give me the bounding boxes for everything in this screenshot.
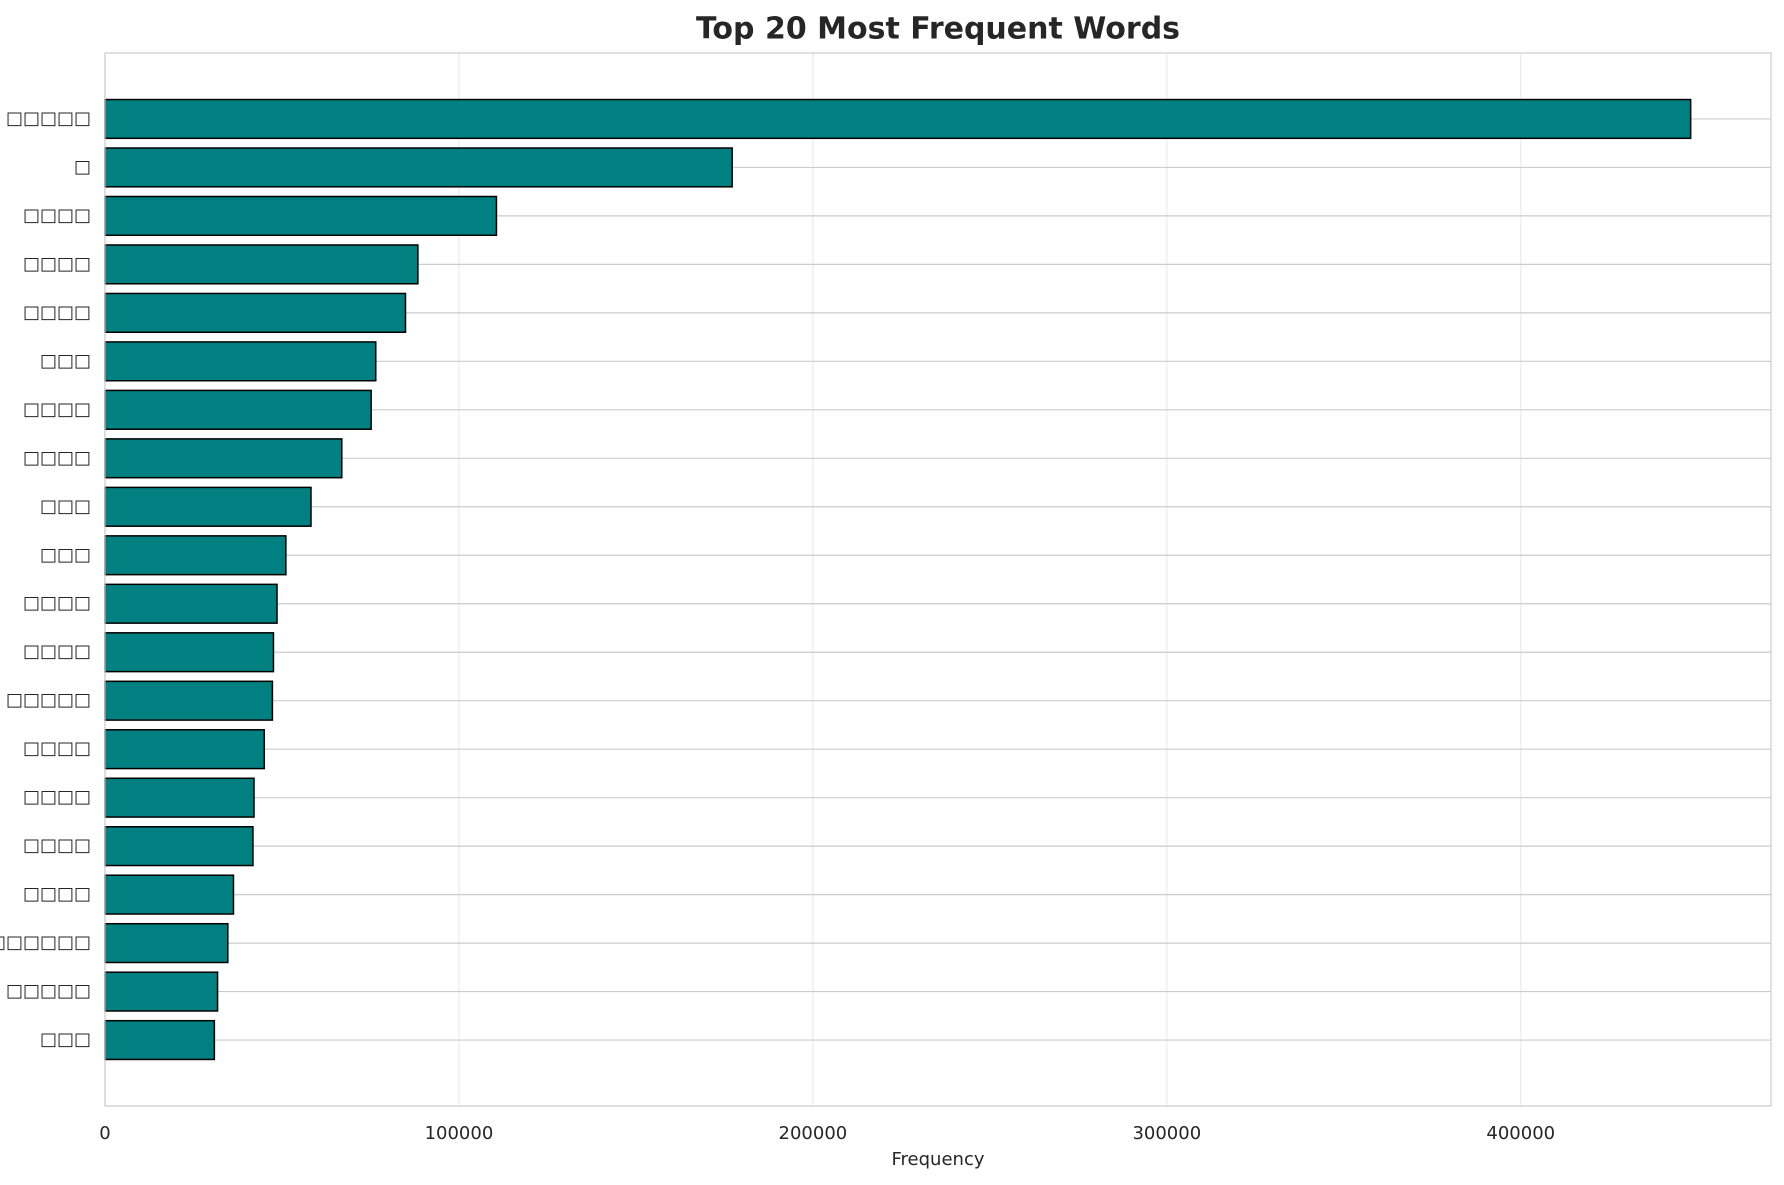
bar <box>104 680 274 721</box>
x-tick-label: 300000 <box>1132 1123 1201 1144</box>
plot-frame <box>104 52 1772 1107</box>
bar <box>104 583 278 624</box>
bar <box>104 98 1692 140</box>
bar <box>104 341 377 382</box>
x-axis-label: Frequency <box>892 1149 985 1170</box>
bar <box>104 535 287 576</box>
y-tick-label: □□□□□□ <box>0 932 91 953</box>
bar <box>104 244 419 285</box>
x-tick-label: 0 <box>99 1123 110 1144</box>
y-tick-label: □□□□ <box>23 787 91 808</box>
y-tick-label: □□□ <box>40 1029 91 1050</box>
y-tick-label: □□□□ <box>23 884 91 905</box>
bar <box>104 826 254 867</box>
y-tick-label: □□□□□ <box>6 690 91 711</box>
y-tick-label: □□□□ <box>23 302 91 323</box>
y-tick-label: □□□ <box>40 544 91 565</box>
bar <box>104 486 312 527</box>
y-tick-label: □□□□ <box>23 253 91 274</box>
y-tick-label: □□□□ <box>23 641 91 662</box>
y-tick-label: □□□ <box>40 350 91 371</box>
bar <box>104 438 343 479</box>
y-tick-label: □□□□□ <box>6 108 91 129</box>
y-tick-label: □ <box>74 156 91 177</box>
y-tick-label: □□□□□ <box>6 981 91 1002</box>
chart-title: Top 20 Most Frequent Words <box>696 12 1180 47</box>
y-tick-label: □□□□ <box>23 399 91 420</box>
bar <box>104 292 407 333</box>
bar <box>104 874 235 915</box>
bar <box>104 1019 216 1061</box>
bar <box>104 389 372 430</box>
y-tick-label: □□□□ <box>23 738 91 759</box>
y-tick-label: □□□□ <box>23 205 91 226</box>
x-tick-label: 400000 <box>1486 1123 1555 1144</box>
y-tick-label: □□□□ <box>23 835 91 856</box>
bar <box>104 922 229 964</box>
y-tick-label: □□□□ <box>23 593 91 614</box>
x-tick-label: 200000 <box>779 1123 848 1144</box>
y-tick-label: □□□ <box>40 496 91 517</box>
bar <box>104 971 219 1012</box>
bar <box>104 147 733 188</box>
x-tick-label: 100000 <box>425 1123 494 1144</box>
bar <box>104 195 498 237</box>
bar <box>104 632 275 673</box>
bar <box>104 777 255 818</box>
bar <box>104 729 266 770</box>
y-tick-label: □□□□ <box>23 447 91 468</box>
